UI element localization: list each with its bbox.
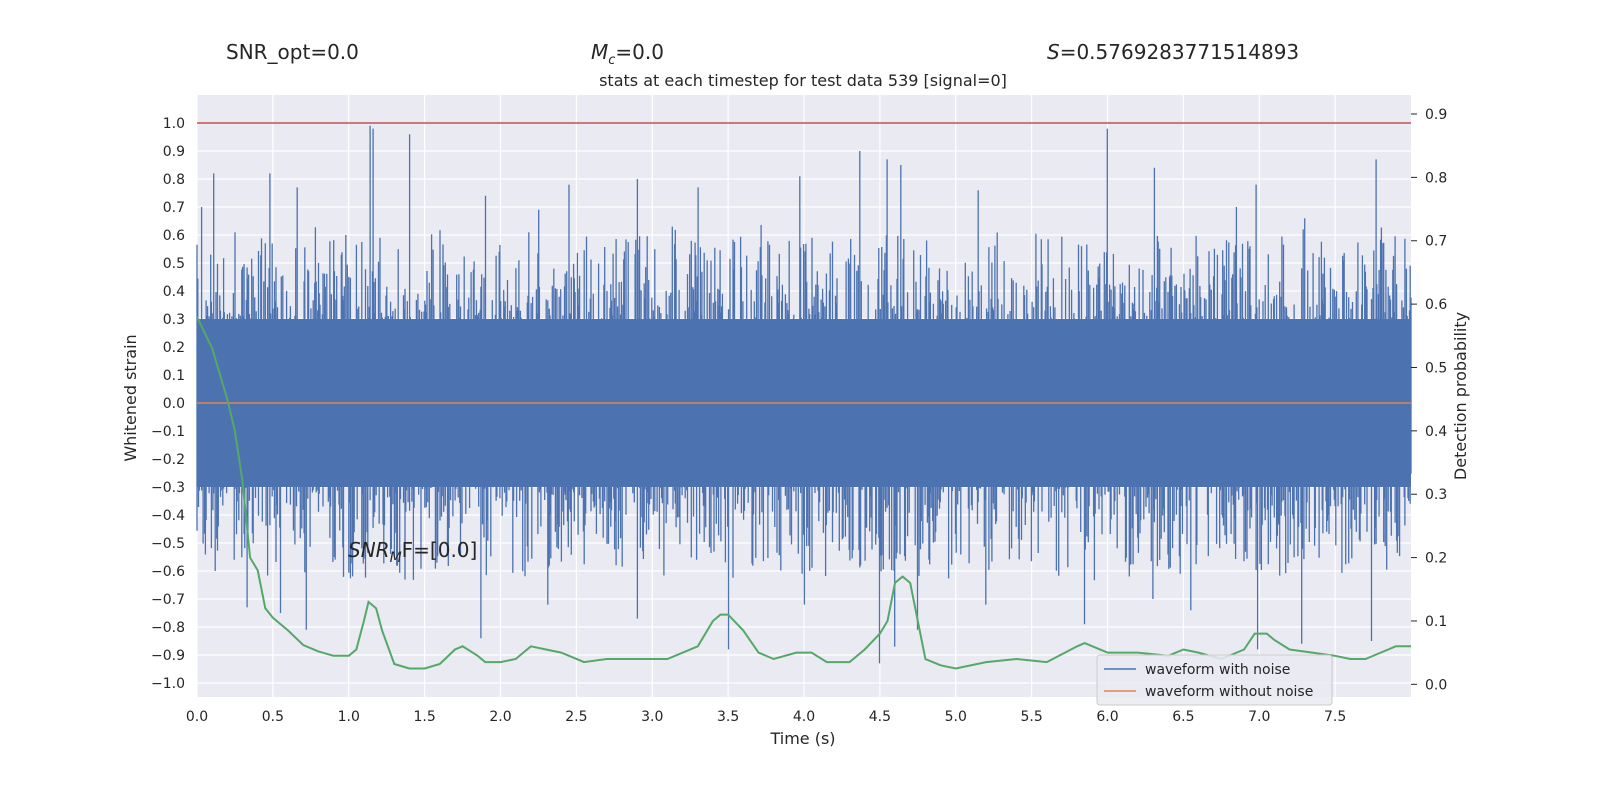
y-tick-label: 0.0 [163, 396, 185, 412]
chirp-mass-subscript: c [608, 53, 616, 68]
x-axis-ticks: 0.0 0.5 1.0 1.5 2.0 2.5 3.0 3.5 4.0 4.5 5.0 5.5 6.0 6… [186, 709, 1346, 725]
chirp-mass-symbol: M [591, 40, 609, 64]
y-tick-label: −0.8 [151, 620, 185, 636]
x-tick-label: 3.0 [641, 709, 663, 725]
x-tick-label: 3.5 [717, 709, 739, 725]
x-tick-label: 6.0 [1096, 709, 1118, 725]
chart-title: stats at each timestep for test data 539… [599, 71, 1007, 90]
y2-tick-label: 0.3 [1425, 487, 1447, 503]
x-tick-label: 0.0 [186, 709, 208, 725]
x-tick-label: 2.0 [489, 709, 511, 725]
x-tick-label: 7.5 [1324, 709, 1346, 725]
probability-trace [196, 316, 1411, 670]
y-tick-label: −0.1 [151, 424, 185, 440]
snr-mf-sub: M [390, 550, 402, 566]
y-tick-label: −0.6 [151, 564, 185, 580]
y2-tick-label: 0.5 [1425, 360, 1447, 376]
y2-tick-label: 0.8 [1425, 170, 1447, 186]
y-tick-label: 0.9 [163, 144, 185, 160]
x-tick-label: 5.5 [1020, 709, 1042, 725]
y-tick-label: 0.2 [163, 340, 185, 356]
x-tick-label: 7.0 [1248, 709, 1270, 725]
y2-tick-label: 0.4 [1425, 424, 1447, 440]
y-tick-label: 0.5 [163, 256, 185, 272]
snr-mf-annotation: SNRMF=[0.0] [348, 538, 477, 566]
x-tick-label: 1.5 [413, 709, 435, 725]
y-tick-label: −0.4 [151, 508, 185, 524]
y2-axis-label: Detection probability [1451, 312, 1470, 480]
y-tick-label: −0.9 [151, 648, 185, 664]
snr-mf-base: SNR [348, 538, 390, 562]
y-tick-label: 0.4 [163, 284, 185, 300]
y-tick-label: −0.2 [151, 452, 185, 468]
y-tick-label: 0.1 [163, 368, 185, 384]
x-tick-label: 4.5 [869, 709, 891, 725]
score-value: =0.5769283771514893 [1059, 40, 1300, 64]
score-label: S=0.5769283771514893 [1047, 40, 1299, 64]
y-tick-label: 0.6 [163, 228, 185, 244]
score-symbol: S [1047, 40, 1060, 64]
y2-tick-label: 0.0 [1425, 677, 1447, 693]
y2-tick-label: 0.9 [1425, 107, 1447, 123]
y2-tick-label: 0.1 [1425, 614, 1447, 630]
chirp-mass-value: =0.0 [615, 40, 664, 64]
y2-axis-ticks: 0.9 0.8 0.7 0.6 0.5 0.4 0.3 0.2 0.1 0.0 [1411, 107, 1447, 693]
y-axis-label: Whitened strain [121, 334, 140, 461]
snr-mf-rest: F=[0.0] [402, 538, 478, 562]
x-tick-label: 0.5 [262, 709, 284, 725]
y2-tick-label: 0.6 [1425, 297, 1447, 313]
x-tick-label: 4.0 [793, 709, 815, 725]
y-tick-label: −0.3 [151, 480, 185, 496]
legend-label-clean: waveform without noise [1145, 684, 1313, 700]
x-tick-label: 6.5 [1172, 709, 1194, 725]
y-tick-label: 0.7 [163, 200, 185, 216]
snr-opt-label: SNR_opt=0.0 [226, 40, 359, 64]
y-tick-label: −0.7 [151, 592, 185, 608]
y-tick-label: −1.0 [151, 676, 185, 692]
x-tick-label: 2.5 [565, 709, 587, 725]
y2-tick-label: 0.7 [1425, 234, 1447, 250]
y-tick-label: 1.0 [163, 116, 185, 132]
legend: waveform with noise waveform without noi… [1096, 654, 1333, 706]
legend-box [1096, 654, 1333, 706]
x-tick-label: 5.0 [945, 709, 967, 725]
series-detection-probability [196, 316, 1411, 670]
y2-tick-label: 0.2 [1425, 551, 1447, 567]
chirp-mass-label: Mc=0.0 [591, 40, 664, 68]
x-tick-label: 1.0 [338, 709, 360, 725]
y-tick-label: 0.8 [163, 172, 185, 188]
y-tick-label: 0.3 [163, 312, 185, 328]
legend-label-noise: waveform with noise [1145, 662, 1290, 678]
y-tick-label: −0.5 [151, 536, 185, 552]
x-axis-label: Time (s) [769, 729, 835, 748]
y-axis-ticks: 1.0 0.9 0.8 0.7 0.6 0.5 0.4 0.3 0.2 0.1 0.0 −0.1 −0.… [151, 116, 185, 692]
